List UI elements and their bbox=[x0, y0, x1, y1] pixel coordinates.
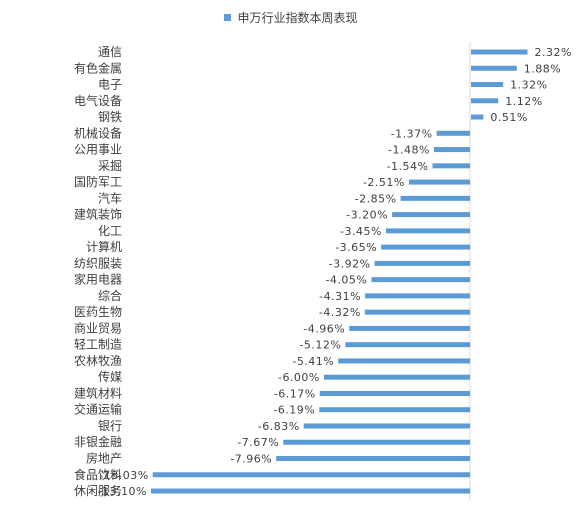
bar bbox=[471, 82, 504, 88]
bar bbox=[436, 130, 470, 136]
category-label: 纺织服装 bbox=[74, 256, 122, 270]
bar bbox=[152, 472, 471, 478]
legend-label: 申万行业指数本周表现 bbox=[237, 11, 358, 25]
value-label: -1.48% bbox=[388, 144, 430, 157]
category-label: 汽车 bbox=[98, 190, 122, 205]
bar bbox=[374, 260, 470, 266]
bar bbox=[471, 49, 528, 55]
category-label: 传媒 bbox=[98, 369, 122, 384]
value-label: -3.65% bbox=[335, 241, 377, 254]
category-label: 房地产 bbox=[86, 451, 122, 466]
category-label: 采掘 bbox=[98, 158, 122, 173]
category-label: 综合 bbox=[98, 288, 122, 303]
bar bbox=[408, 179, 470, 185]
category-label: 有色金属 bbox=[74, 60, 122, 75]
value-label: 0.51% bbox=[490, 111, 527, 124]
value-label: -1.54% bbox=[387, 160, 429, 173]
category-label: 商业贸易 bbox=[74, 320, 122, 335]
category-label: 交通运输 bbox=[74, 402, 122, 417]
bar bbox=[471, 98, 499, 104]
value-label: -3.20% bbox=[346, 209, 388, 222]
category-label: 建筑装饰 bbox=[74, 207, 122, 222]
value-label: -5.41% bbox=[292, 355, 334, 368]
category-label: 公用事业 bbox=[74, 143, 122, 157]
bar bbox=[345, 342, 470, 348]
bar bbox=[338, 358, 470, 364]
value-label: 1.88% bbox=[524, 62, 561, 75]
value-label: -6.19% bbox=[273, 404, 315, 417]
category-label: 银行 bbox=[98, 419, 122, 433]
category-label: 轻工制造 bbox=[74, 338, 122, 352]
value-label: 2.32% bbox=[534, 46, 571, 59]
value-label: -4.05% bbox=[325, 274, 367, 287]
value-label: -4.96% bbox=[303, 322, 345, 335]
value-label: -6.00% bbox=[278, 371, 320, 384]
category-label: 农林牧渔 bbox=[74, 354, 122, 368]
bar bbox=[365, 293, 470, 299]
value-label: -7.96% bbox=[230, 453, 272, 466]
bar bbox=[381, 244, 470, 250]
category-label: 钢铁 bbox=[98, 110, 122, 124]
category-label: 非银金融 bbox=[74, 434, 122, 449]
category-label: 化工 bbox=[98, 224, 122, 238]
bar bbox=[303, 423, 470, 429]
value-label: -2.51% bbox=[363, 176, 405, 189]
bar bbox=[385, 228, 470, 234]
bar bbox=[432, 163, 470, 169]
value-label: -4.31% bbox=[319, 290, 361, 303]
category-label: 休闲服务 bbox=[74, 483, 122, 498]
bar bbox=[392, 212, 470, 218]
category-label: 医药生物 bbox=[74, 305, 122, 319]
category-label: 通信 bbox=[98, 45, 122, 59]
value-label: -6.83% bbox=[258, 420, 300, 433]
category-label: 家用电器 bbox=[74, 272, 122, 287]
bar bbox=[349, 325, 470, 331]
bar bbox=[276, 456, 470, 461]
category-label: 电子 bbox=[98, 78, 122, 92]
value-label: -13.10% bbox=[98, 485, 147, 498]
value-label: 1.12% bbox=[505, 95, 542, 108]
value-label: -3.45% bbox=[340, 225, 382, 238]
bar bbox=[319, 407, 470, 413]
value-label: -3.92% bbox=[329, 257, 371, 270]
category-label: 机械设备 bbox=[74, 125, 122, 140]
category-label: 电气设备 bbox=[74, 93, 122, 108]
value-label: -5.12% bbox=[299, 339, 341, 352]
bar bbox=[364, 309, 470, 315]
value-label: -7.67% bbox=[237, 436, 279, 449]
bar bbox=[283, 439, 470, 445]
category-label: 建筑材料 bbox=[74, 385, 122, 400]
value-label: -6.17% bbox=[274, 387, 316, 400]
bar bbox=[433, 147, 470, 153]
category-label: 计算机 bbox=[86, 239, 122, 254]
value-label: 1.32% bbox=[510, 79, 547, 92]
category-label: 食品饮料 bbox=[74, 467, 122, 482]
bar bbox=[471, 114, 484, 120]
value-label: -13.03% bbox=[99, 469, 148, 482]
category-label: 国防军工 bbox=[74, 174, 122, 189]
bar bbox=[400, 195, 470, 201]
chart-legend: 申万行业指数本周表现 bbox=[0, 9, 582, 26]
value-label: -4.32% bbox=[319, 306, 361, 319]
bar bbox=[371, 277, 470, 283]
bar bbox=[323, 374, 470, 380]
value-label: -1.37% bbox=[391, 127, 433, 140]
bar bbox=[471, 65, 517, 71]
value-label: -2.85% bbox=[355, 192, 397, 205]
legend-swatch bbox=[224, 14, 232, 21]
bar bbox=[319, 390, 470, 396]
bar bbox=[151, 488, 470, 494]
